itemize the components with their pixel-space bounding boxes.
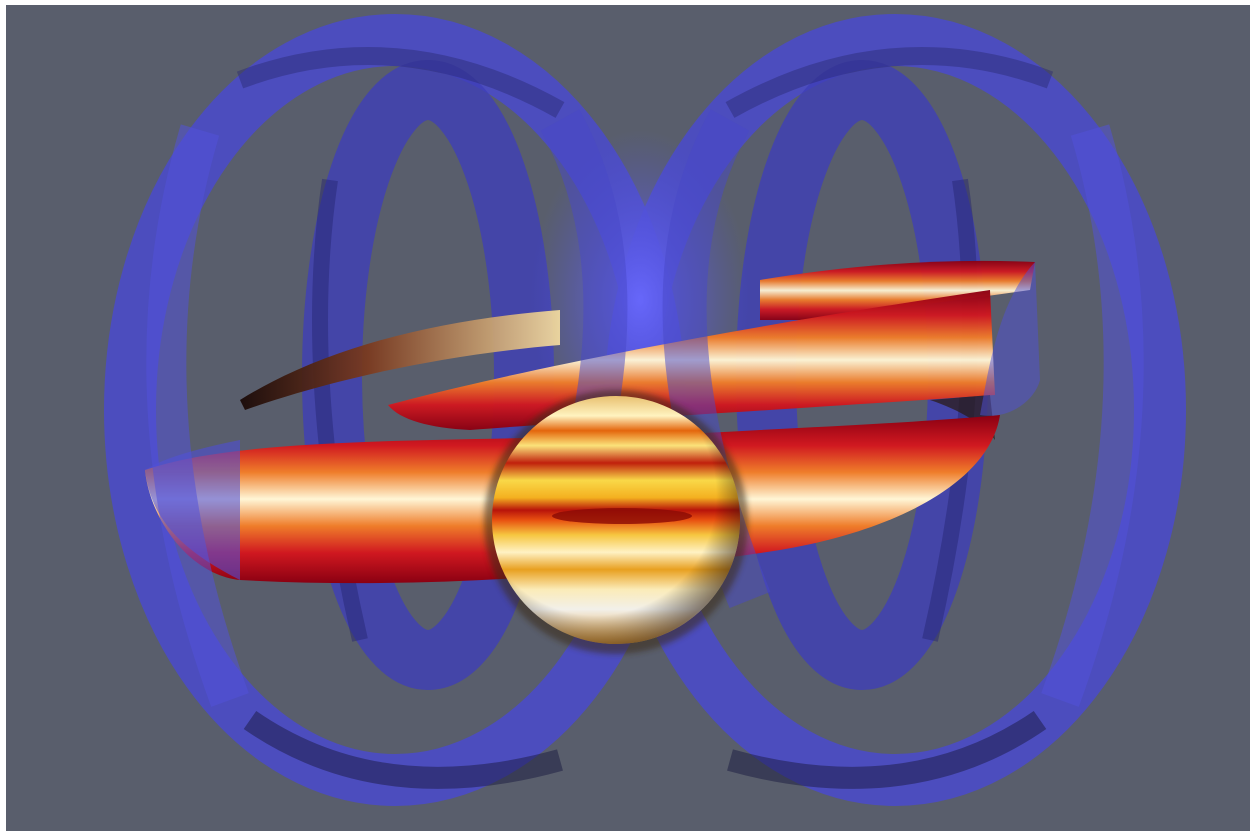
ribbon-upper-left-segment [240, 310, 560, 410]
ribbon-twist-right [930, 395, 995, 440]
central-sphere [484, 390, 748, 654]
ribbon-upper-right-segment [760, 260, 1035, 320]
